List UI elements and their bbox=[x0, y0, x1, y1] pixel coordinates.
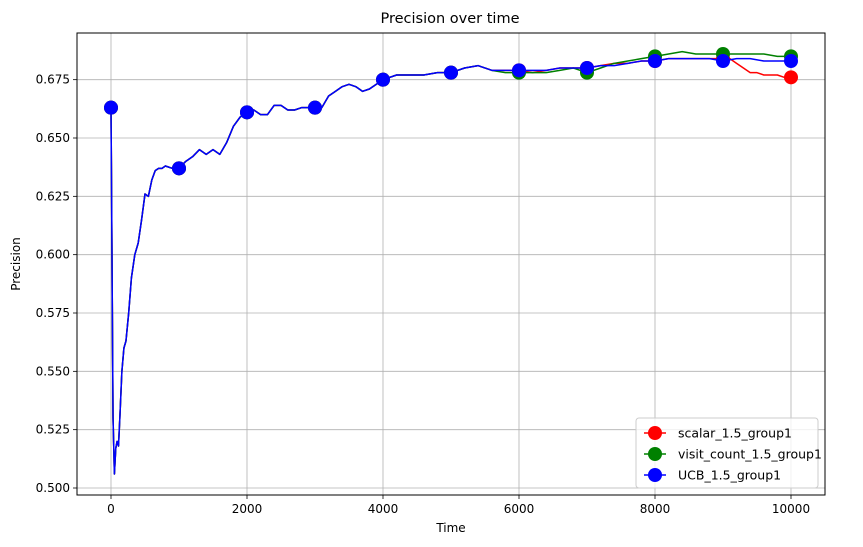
legend-label-0: scalar_1.5_group1 bbox=[678, 426, 792, 441]
x-axis-label: Time bbox=[435, 521, 465, 535]
x-tick-label: 10000 bbox=[772, 502, 810, 516]
series-layer bbox=[104, 47, 798, 475]
chart-title: Precision over time bbox=[380, 11, 519, 27]
legend-marker-1 bbox=[648, 447, 662, 461]
x-tick-label: 0 bbox=[107, 502, 115, 516]
x-tick-label: 4000 bbox=[368, 502, 399, 516]
legend-marker-0 bbox=[648, 426, 662, 440]
legend: scalar_1.5_group1 visit_count_1.5_group1 U… bbox=[635, 417, 822, 489]
x-tick-label: 2000 bbox=[232, 502, 263, 516]
legend-label-1: visit_count_1.5_group1 bbox=[678, 447, 822, 462]
y-tick-label: 0.500 bbox=[36, 481, 70, 495]
y-axis-label: Precision bbox=[9, 237, 23, 291]
series-point-2 bbox=[512, 63, 526, 78]
y-tick-label: 0.550 bbox=[36, 364, 70, 378]
series-point-2 bbox=[580, 61, 594, 75]
series-point-2 bbox=[172, 161, 186, 176]
y-tick-label: 0.525 bbox=[36, 423, 70, 437]
y-tick-label: 0.625 bbox=[36, 189, 70, 203]
series-point-0 bbox=[784, 70, 798, 85]
series-point-2 bbox=[240, 105, 254, 120]
legend-marker-2 bbox=[648, 468, 662, 482]
series-point-2 bbox=[648, 54, 662, 68]
x-tick-label: 6000 bbox=[504, 502, 535, 516]
y-tick-label: 0.600 bbox=[36, 248, 70, 262]
series-point-2 bbox=[716, 54, 730, 68]
legend-box bbox=[635, 417, 819, 489]
axes-layer bbox=[76, 32, 826, 496]
legend-label-2: UCB_1.5_group1 bbox=[678, 468, 781, 483]
series-point-2 bbox=[104, 100, 118, 115]
tick-layer: 0 2000 4000 6000 8000 10000 0.500 0.525 0.550 0.5… bbox=[36, 73, 810, 516]
y-tick-label: 0.675 bbox=[36, 73, 70, 87]
series-line-2 bbox=[110, 57, 791, 475]
y-tick-label: 0.650 bbox=[36, 131, 70, 145]
series-point-2 bbox=[308, 100, 322, 115]
series-point-2 bbox=[784, 54, 798, 68]
series-point-2 bbox=[376, 72, 390, 87]
y-tick-label: 0.575 bbox=[36, 306, 70, 320]
series-point-2 bbox=[444, 65, 458, 80]
x-tick-label: 8000 bbox=[640, 502, 671, 516]
plot-frame bbox=[76, 32, 826, 496]
